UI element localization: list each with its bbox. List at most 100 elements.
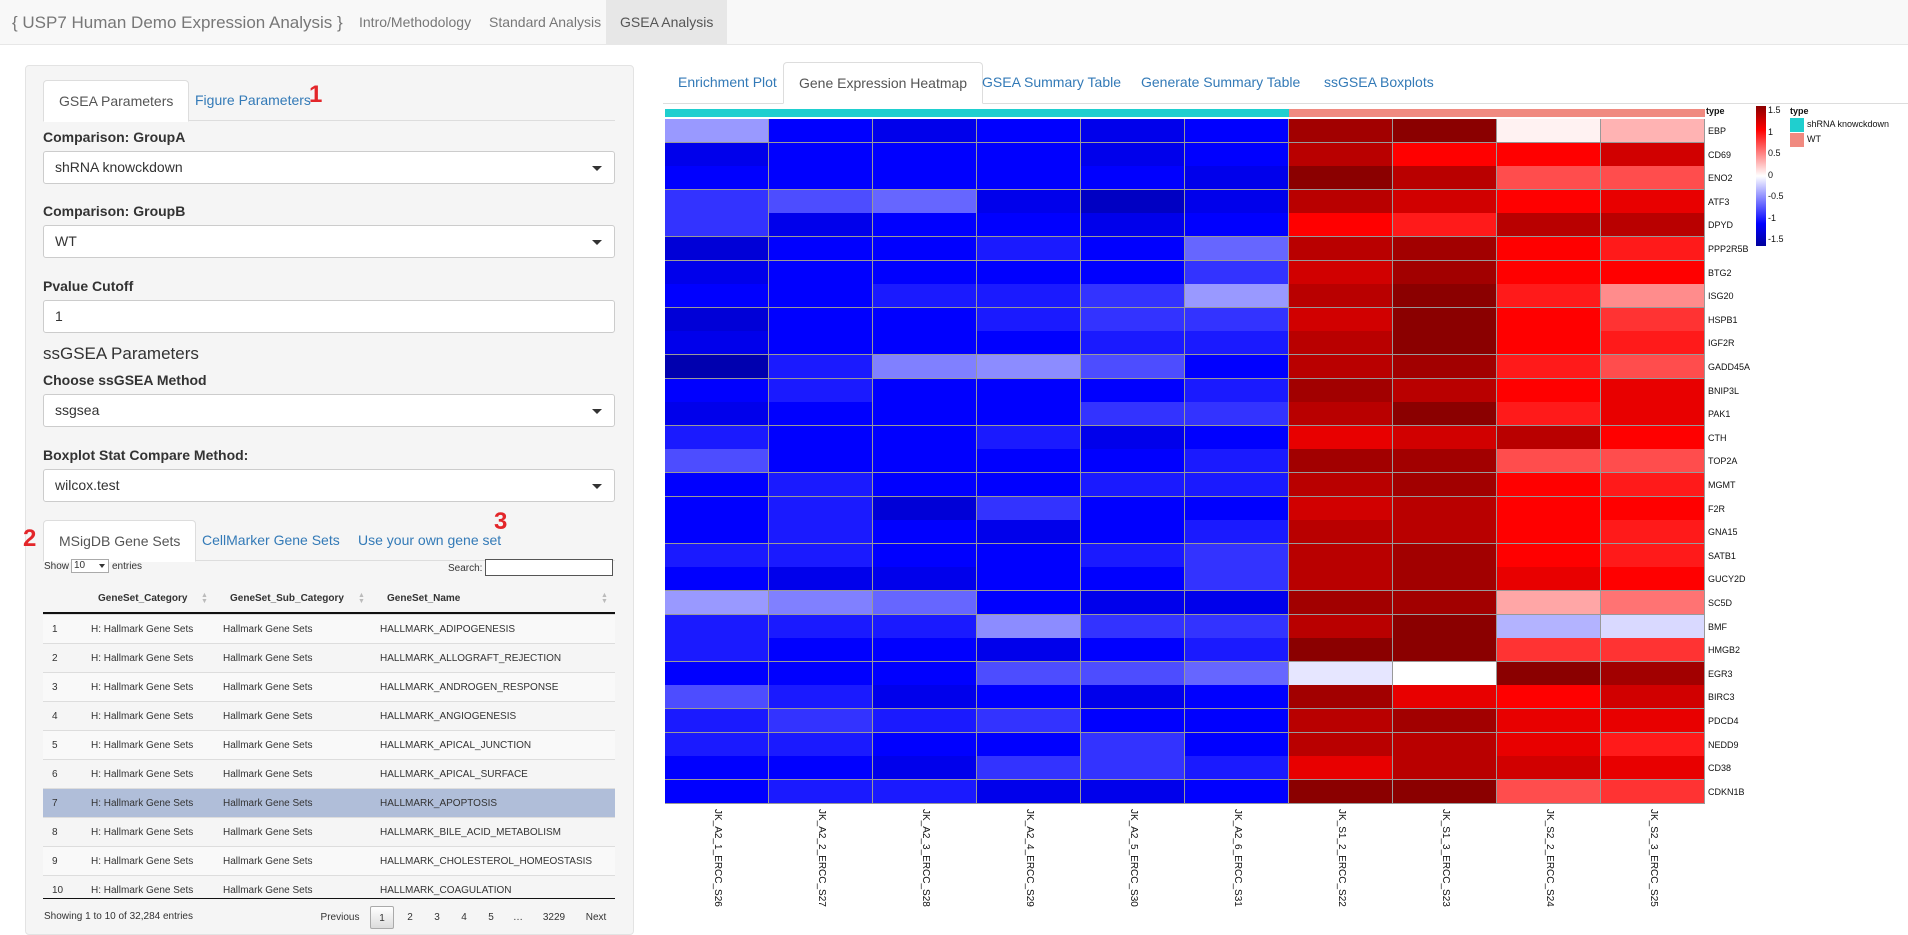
heatmap-cell bbox=[1185, 425, 1289, 450]
table-cell: H: Hallmark Gene Sets bbox=[91, 624, 194, 635]
heatmap-cell bbox=[1289, 638, 1393, 663]
heatmap-cell bbox=[1289, 166, 1393, 191]
heatmap-cell bbox=[1393, 661, 1497, 686]
dt-length-select[interactable]: 10 bbox=[71, 559, 109, 573]
heatmap-cell bbox=[665, 685, 769, 710]
heatmap-cell bbox=[873, 284, 977, 309]
col-header-subcategory[interactable]: GeneSet_Sub_Category bbox=[230, 593, 344, 604]
heatmap-cell bbox=[1393, 567, 1497, 592]
sort-icon[interactable]: ▲ ▼ bbox=[601, 592, 608, 605]
heatmap-cell bbox=[1289, 685, 1393, 710]
annotation-1: 1 bbox=[309, 81, 323, 108]
table-cell: H: Hallmark Gene Sets bbox=[91, 740, 194, 751]
dt-search-input[interactable] bbox=[485, 559, 613, 576]
heatmap-cell bbox=[977, 378, 1081, 403]
table-row[interactable]: 1 H: Hallmark Gene Sets Hallmark Gene Sets… bbox=[43, 614, 615, 643]
heatmap-cell bbox=[665, 756, 769, 781]
groupA-select[interactable]: shRNA knowckdown bbox=[43, 151, 615, 184]
heatmap-cell bbox=[1289, 661, 1393, 686]
heatmap-cell bbox=[977, 496, 1081, 521]
heatmap-cell bbox=[1497, 189, 1601, 214]
heatmap-cell bbox=[1081, 425, 1185, 450]
boxplot-method-select[interactable]: wilcox.test bbox=[43, 469, 615, 502]
pagination-page-1[interactable]: 1 bbox=[370, 906, 394, 929]
table-row[interactable]: 9 H: Hallmark Gene Sets Hallmark Gene Sets… bbox=[43, 846, 615, 875]
pagination-next[interactable]: Next bbox=[585, 912, 607, 923]
heatmap-cell bbox=[1601, 567, 1705, 592]
heatmap-cell bbox=[769, 779, 873, 804]
tab-enrichment-plot[interactable]: Enrichment Plot bbox=[678, 74, 777, 90]
table-row[interactable]: 2 H: Hallmark Gene Sets Hallmark Gene Sets… bbox=[43, 643, 615, 672]
sample-label: JK_A2_5_ERCC_S30 bbox=[1128, 809, 1139, 908]
groupB-select[interactable]: WT bbox=[43, 225, 615, 258]
col-header-category[interactable]: GeneSet_Category bbox=[98, 593, 188, 604]
dt-entries-label: entries bbox=[112, 561, 143, 572]
tab-figure-parameters[interactable]: Figure Parameters bbox=[195, 92, 311, 108]
sort-icon[interactable]: ▲ ▼ bbox=[358, 592, 365, 605]
pagination-page-5[interactable]: 5 bbox=[488, 912, 494, 923]
table-row[interactable]: 7 H: Hallmark Gene Sets Hallmark Gene Sets… bbox=[43, 788, 615, 817]
pagination-page-last[interactable]: 3229 bbox=[542, 912, 566, 923]
heatmap-cell bbox=[873, 260, 977, 285]
heatmap-cell bbox=[1185, 591, 1289, 615]
legend-tick-label: -1.5 bbox=[1768, 234, 1784, 244]
heatmap-cell bbox=[977, 284, 1081, 309]
chevron-down-icon bbox=[592, 409, 602, 414]
heatmap-cell bbox=[665, 355, 769, 379]
tab-msigdb[interactable]: MSigDB Gene Sets bbox=[43, 520, 197, 562]
method-value: ssgsea bbox=[55, 402, 100, 418]
heatmap-cell bbox=[769, 732, 873, 757]
tab-own-gene-set[interactable]: Use your own gene set bbox=[358, 532, 502, 548]
pagination-page-4[interactable]: 4 bbox=[461, 912, 467, 923]
chevron-down-icon bbox=[99, 564, 105, 568]
nav-tab-intro[interactable]: Intro/Methodology bbox=[359, 14, 472, 30]
tab-generate-summary-table[interactable]: Generate Summary Table bbox=[1141, 74, 1301, 90]
gene-label: CD38 bbox=[1708, 763, 1732, 774]
param-tabs: GSEA Parameters Figure Parameters bbox=[43, 80, 615, 122]
heatmap-cell bbox=[1393, 119, 1497, 143]
sort-icon[interactable]: ▲ ▼ bbox=[201, 592, 208, 605]
heatmap-cell bbox=[1497, 638, 1601, 663]
ssgsea-method-select[interactable]: ssgsea bbox=[43, 394, 615, 427]
pvalue-input[interactable]: 1 bbox=[43, 300, 615, 333]
heatmap-cell bbox=[1601, 732, 1705, 757]
app-brand[interactable]: { USP7 Human Demo Expression Analysis } bbox=[12, 13, 343, 32]
dt-length-value: 10 bbox=[74, 560, 86, 571]
heatmap-cell bbox=[1393, 402, 1497, 427]
table-row[interactable]: 8 H: Hallmark Gene Sets Hallmark Gene Sets… bbox=[43, 817, 615, 846]
heatmap-cell bbox=[1185, 189, 1289, 214]
tab-gene-expression-heatmap[interactable]: Gene Expression Heatmap bbox=[783, 62, 984, 104]
heatmap-cell bbox=[1081, 520, 1185, 545]
legend-tick-label: -0.5 bbox=[1768, 191, 1784, 201]
heatmap-cell bbox=[1081, 119, 1185, 143]
heatmap-cell bbox=[977, 237, 1081, 261]
heatmap-cell bbox=[1393, 260, 1497, 285]
pagination-page-3[interactable]: 3 bbox=[434, 912, 440, 923]
gene-label: BTG2 bbox=[1708, 267, 1732, 278]
table-row[interactable]: 10 H: Hallmark Gene Sets Hallmark Gene Set… bbox=[43, 875, 615, 904]
tab-cellmarker[interactable]: CellMarker Gene Sets bbox=[202, 532, 340, 548]
heatmap-cell bbox=[665, 260, 769, 285]
gene-label: GUCY2D bbox=[1708, 574, 1746, 585]
heatmap-cell bbox=[1393, 520, 1497, 545]
table-row[interactable]: 6 H: Hallmark Gene Sets Hallmark Gene Sets… bbox=[43, 759, 615, 788]
col-header-name[interactable]: GeneSet_Name bbox=[387, 593, 461, 604]
nav-tab-gsea-analysis[interactable]: GSEA Analysis bbox=[606, 0, 728, 44]
heatmap-cell bbox=[1081, 473, 1185, 497]
heatmap-cell bbox=[1601, 543, 1705, 568]
pagination-page-2[interactable]: 2 bbox=[407, 912, 413, 923]
table-row[interactable]: 4 H: Hallmark Gene Sets Hallmark Gene Sets… bbox=[43, 701, 615, 730]
pagination-previous[interactable]: Previous bbox=[320, 912, 360, 923]
table-cell: Hallmark Gene Sets bbox=[223, 827, 313, 838]
tab-ssgsea-boxplots[interactable]: ssGSEA Boxplots bbox=[1324, 74, 1434, 90]
legend-label-shrna: shRNA knowckdown bbox=[1807, 119, 1890, 129]
table-row[interactable]: 5 H: Hallmark Gene Sets Hallmark Gene Sets… bbox=[43, 730, 615, 759]
table-row[interactable]: 3 H: Hallmark Gene Sets Hallmark Gene Sets… bbox=[43, 672, 615, 701]
tab-gsea-parameters[interactable]: GSEA Parameters bbox=[43, 80, 190, 122]
heatmap-cell bbox=[665, 189, 769, 214]
table-cell: H: Hallmark Gene Sets bbox=[91, 827, 194, 838]
heatmap-cell bbox=[1601, 260, 1705, 285]
nav-tab-standard-analysis[interactable]: Standard Analysis bbox=[489, 14, 602, 30]
heatmap-cell bbox=[1081, 213, 1185, 238]
tab-gsea-summary-table[interactable]: GSEA Summary Table bbox=[982, 74, 1122, 90]
